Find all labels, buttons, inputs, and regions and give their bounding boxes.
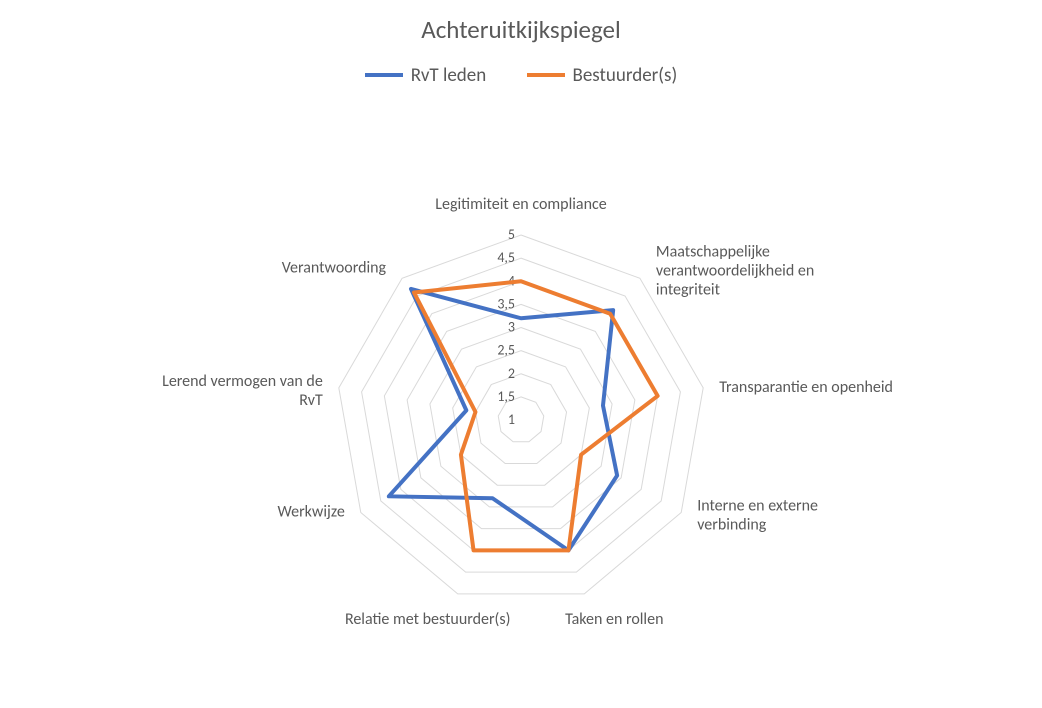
axis-label: Legitimiteit en compliance bbox=[435, 195, 606, 214]
tick-label: 2 bbox=[508, 365, 515, 382]
axis-label: Werkwijze bbox=[277, 503, 344, 522]
tick-label: 1,5 bbox=[497, 388, 515, 405]
radar-chart: Achteruitkijkspiegel RvT leden Bestuurde… bbox=[0, 0, 1042, 708]
grid-ring bbox=[339, 235, 703, 594]
axis-label: Taken en rollen bbox=[565, 610, 663, 629]
tick-label: 1 bbox=[508, 411, 515, 428]
tick-label: 3 bbox=[508, 319, 515, 336]
tick-label: 3,5 bbox=[497, 295, 515, 312]
radar-svg: 11,522,533,544,55Legitimiteit en complia… bbox=[0, 0, 1042, 708]
tick-label: 4,5 bbox=[497, 249, 515, 266]
grid-ring bbox=[430, 328, 612, 507]
axis-label: Interne en externeverbinding bbox=[697, 497, 818, 535]
series-1 bbox=[414, 281, 658, 550]
grid-ring bbox=[407, 304, 635, 528]
axis-label: Relatie met bestuurder(s) bbox=[345, 610, 511, 629]
axis-label: Lerend vermogen van deRvT bbox=[162, 372, 323, 410]
axis-label: Maatschappelijkeverantwoordelijkheid eni… bbox=[656, 242, 814, 299]
axis-label: Transparantie en openheid bbox=[719, 378, 893, 397]
grid-ring bbox=[475, 374, 566, 464]
axis-label: Verantwoording bbox=[282, 258, 387, 277]
tick-label: 5 bbox=[508, 226, 515, 243]
tick-label: 2,5 bbox=[497, 342, 515, 359]
